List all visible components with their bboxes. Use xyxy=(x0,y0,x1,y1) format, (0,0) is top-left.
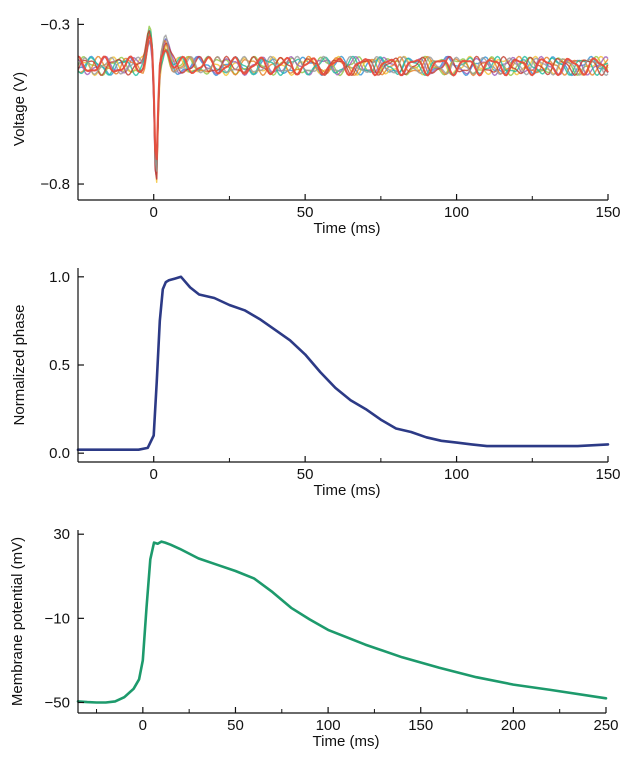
x-tick-label: 50 xyxy=(297,204,314,221)
x-tick-label: 100 xyxy=(316,717,341,734)
x-axis-label: Time (ms) xyxy=(314,482,381,499)
x-tick-label: 150 xyxy=(595,204,620,221)
y-tick-label: −10 xyxy=(45,610,70,627)
x-tick-label: 150 xyxy=(595,466,620,483)
x-tick-label: 0 xyxy=(150,204,158,221)
y-tick-label: 0.0 xyxy=(49,445,70,462)
x-tick-label: 0 xyxy=(139,717,147,734)
membrane-potential-panel: 0 50 100 150 200 250 30 −10 −50 Time (ms) Membrane… xyxy=(9,526,619,750)
x-axis-label: Time (ms) xyxy=(314,220,381,237)
y-axis-label: Normalized phase xyxy=(11,305,28,426)
x-tick-label: 100 xyxy=(444,204,469,221)
x-tick-label: 100 xyxy=(444,466,469,483)
y-tick-label: −50 xyxy=(45,694,70,711)
voltage-trace xyxy=(77,38,609,180)
x-tick-label: 0 xyxy=(150,466,158,483)
x-tick-label: 50 xyxy=(227,717,244,734)
phase-panel: 0 50 100 150 0.0 0.5 1.0 Time (ms) Normalized ph… xyxy=(11,268,621,499)
y-tick-label: 0.5 xyxy=(49,357,70,374)
y-tick-label: 30 xyxy=(53,526,70,543)
y-axis-label: Membrane potential (mV) xyxy=(9,537,26,706)
voltage-panel: 0 50 100 150 −0.3 −0.8 Time (ms) Voltage (V) xyxy=(11,16,621,237)
membrane-potential-line xyxy=(76,540,608,704)
y-axis-label: Voltage (V) xyxy=(11,72,28,146)
y-tick-label: −0.3 xyxy=(40,16,70,33)
voltage-trace xyxy=(77,34,609,172)
x-tick-label: 200 xyxy=(501,717,526,734)
x-tick-label: 150 xyxy=(408,717,433,734)
y-tick-label: 1.0 xyxy=(49,269,70,286)
phase-line xyxy=(76,275,610,452)
x-tick-label: 50 xyxy=(297,466,314,483)
voltage-trace xyxy=(77,35,609,161)
y-tick-label: −0.8 xyxy=(40,176,70,193)
x-tick-label: 250 xyxy=(593,717,618,734)
x-axis-label: Time (ms) xyxy=(313,733,380,750)
